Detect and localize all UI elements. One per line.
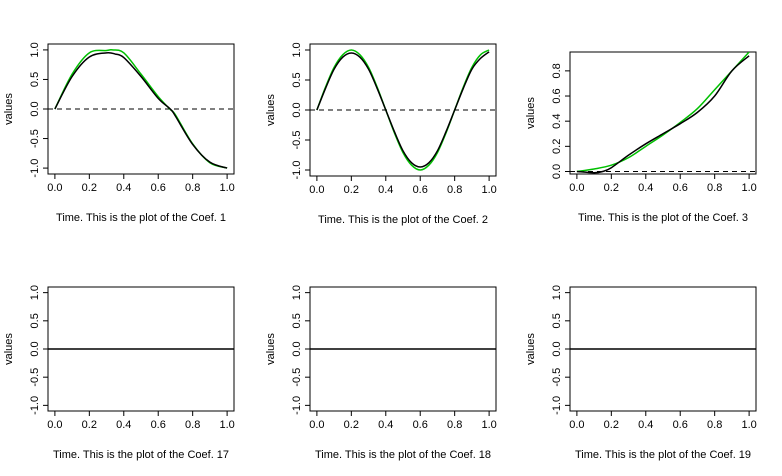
chart-panel: 0.0 0.2 0.4 0.6 0.8 1.0 -1.0 -0.5 0.0 0.5 1.0 Time.…: [3, 285, 235, 461]
y-tick-label: 0.5: [29, 313, 41, 328]
x-tick-label: 0.4: [116, 182, 131, 194]
y-tick-label: 0.8: [551, 63, 563, 78]
x-axis-title: Time. This is the plot of the Coef. 18: [315, 449, 491, 461]
y-axis-title: values: [525, 333, 537, 365]
x-tick-label: 0.8: [447, 419, 462, 431]
y-tick-label: -1.0: [291, 396, 303, 415]
series-line: [316, 51, 490, 168]
chart-panel: 0.0 0.2 0.4 0.6 0.8 1.0 -1.0 -0.5 0.0 0.5 1.0 Time.…: [265, 42, 497, 226]
y-tick-label: 0.2: [551, 139, 563, 154]
x-tick-label: 0.8: [447, 184, 462, 196]
y-tick-label: -0.5: [291, 368, 303, 387]
series-line: [576, 52, 750, 173]
y-tick-label: 0.5: [551, 313, 563, 328]
y-tick-label: -0.5: [29, 368, 41, 387]
x-tick-label: 0.2: [344, 419, 359, 431]
y-tick-label: 0.0: [551, 164, 563, 179]
y-tick-label: 0.6: [551, 88, 563, 103]
x-tick-label: 1.0: [741, 182, 756, 194]
x-tick-label: 0.4: [116, 419, 131, 431]
y-axis-title: values: [3, 93, 15, 125]
y-tick-label: 0.0: [29, 101, 41, 116]
chart-panel: 0.0 0.2 0.4 0.6 0.8 1.0 -1.0 -0.5 0.0 0.5 1.0 Time.…: [525, 285, 757, 461]
y-axis-title: values: [265, 333, 277, 365]
x-tick-label: 0.0: [569, 182, 584, 194]
x-tick-label: 0.0: [47, 182, 62, 194]
x-tick-label: 0.2: [604, 419, 619, 431]
x-tick-label: 0.2: [344, 184, 359, 196]
x-tick-label: 1.0: [481, 419, 496, 431]
x-tick-label: 1.0: [219, 419, 234, 431]
y-tick-label: -0.5: [29, 129, 41, 148]
y-tick-label: -1.0: [29, 159, 41, 178]
y-tick-label: 1.0: [291, 42, 303, 57]
series-line: [54, 51, 228, 169]
x-axis-title: Time. This is the plot of the Coef. 19: [575, 449, 751, 461]
x-tick-label: 0.2: [82, 419, 97, 431]
chart-panel: 0.0 0.2 0.4 0.6 0.8 1.0 0.0 0.2 0.4 0.6 0.8 Time. T…: [525, 51, 757, 224]
y-tick-label: 1.0: [29, 42, 41, 57]
x-tick-label: 0.8: [185, 419, 200, 431]
x-tick-label: 0.0: [569, 419, 584, 431]
y-tick-label: -1.0: [551, 396, 563, 415]
y-tick-label: 0.5: [291, 72, 303, 87]
y-tick-label: 0.0: [291, 102, 303, 117]
x-tick-label: 0.8: [185, 182, 200, 194]
y-tick-label: 1.0: [551, 285, 563, 300]
y-tick-label: 0.0: [291, 341, 303, 356]
x-tick-label: 0.2: [82, 182, 97, 194]
y-axis-title: values: [265, 94, 277, 126]
series-line: [576, 55, 750, 174]
plot-frame: [569, 51, 757, 175]
x-tick-label: 0.8: [707, 182, 722, 194]
chart-panel: 0.0 0.2 0.4 0.6 0.8 1.0 -1.0 -0.5 0.0 0.5 1.0 Time.…: [3, 42, 235, 224]
x-axis-title: Time. This is the plot of the Coef. 2: [318, 214, 488, 226]
y-tick-label: 1.0: [29, 285, 41, 300]
x-tick-label: 0.6: [151, 419, 166, 431]
y-tick-label: 0.0: [551, 341, 563, 356]
x-tick-label: 1.0: [219, 182, 234, 194]
x-tick-label: 0.0: [309, 419, 324, 431]
x-tick-label: 0.0: [309, 184, 324, 196]
y-tick-label: 0.5: [291, 313, 303, 328]
y-tick-label: -0.5: [551, 368, 563, 387]
chart-panel: 0.0 0.2 0.4 0.6 0.8 1.0 -1.0 -0.5 0.0 0.5 1.0 Time.…: [265, 285, 497, 461]
y-tick-label: -1.0: [29, 396, 41, 415]
x-axis-title: Time. This is the plot of the Coef. 17: [53, 449, 229, 461]
y-tick-label: -0.5: [291, 131, 303, 150]
x-tick-label: 0.6: [413, 184, 428, 196]
y-tick-label: 1.0: [291, 285, 303, 300]
x-tick-label: 0.6: [151, 182, 166, 194]
x-axis-title: Time. This is the plot of the Coef. 1: [56, 212, 226, 224]
x-tick-label: 0.6: [673, 182, 688, 194]
x-tick-label: 0.6: [673, 419, 688, 431]
x-tick-label: 0.4: [378, 184, 393, 196]
x-tick-label: 0.2: [604, 182, 619, 194]
x-tick-label: 0.8: [707, 419, 722, 431]
x-axis-title: Time. This is the plot of the Coef. 3: [578, 212, 748, 224]
x-tick-label: 0.4: [378, 419, 393, 431]
y-axis-title: values: [525, 97, 537, 129]
x-tick-label: 0.4: [638, 182, 653, 194]
y-axis-title: values: [3, 333, 15, 365]
y-tick-label: 0.0: [29, 341, 41, 356]
x-tick-label: 0.4: [638, 419, 653, 431]
y-tick-label: 0.4: [551, 114, 563, 129]
x-tick-label: 1.0: [481, 184, 496, 196]
y-tick-label: -1.0: [291, 161, 303, 180]
x-tick-label: 0.0: [47, 419, 62, 431]
x-tick-label: 1.0: [741, 419, 756, 431]
y-tick-label: 0.5: [29, 72, 41, 87]
x-tick-label: 0.6: [413, 419, 428, 431]
